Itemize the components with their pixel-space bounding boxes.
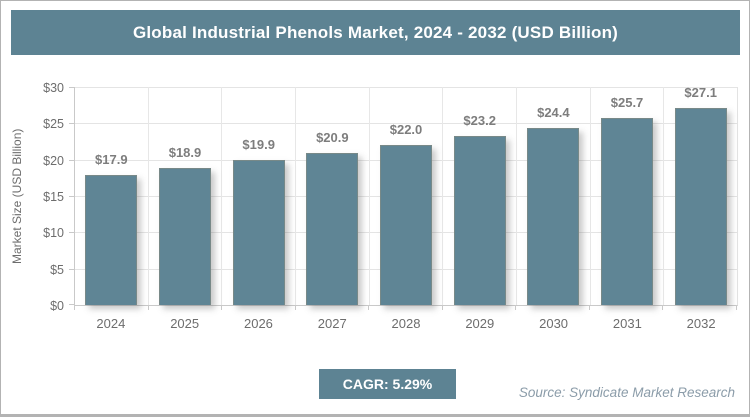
x-tick-mark [147,305,149,310]
columns: $17.9 $18.9 $19.9 $20.9 $22.0 $23.2 $24.4 $25.7… [75,85,737,305]
bar-2024 [85,175,138,305]
x-tick-mark [368,305,370,310]
y-tick-label: $30 [43,81,64,95]
bar-column-2026: $19.9 [222,87,297,305]
bar-2027 [306,153,359,305]
bar-value-label: $22.0 [389,122,423,137]
y-tick-mark [69,268,75,270]
y-tick-mark [69,304,75,305]
bar-column-2028: $22.0 [370,87,444,305]
x-tick-label: 2029 [465,316,495,331]
cagr-badge: CAGR: 5.29% [319,369,456,399]
x-tick-mark [662,305,664,310]
x-tick-label: 2027 [317,316,347,331]
bar-value-label: $24.4 [537,105,570,120]
y-tick-label: $25 [43,117,64,132]
bar-column-2025: $18.9 [149,87,223,305]
y-tick-label: $15 [43,190,64,204]
bar-2028 [380,145,433,305]
x-tick-mark [294,305,296,310]
plot-area: $17.9 $18.9 $19.9 $20.9 $22.0 $23.2 $24.4 $25.7… [43,81,738,313]
bar-2025 [159,168,211,305]
y-tick-label: $5 [50,262,64,277]
x-axis-labels: 2024 2025 2026 2027 2028 2029 2030 2031 2032 [74,316,738,331]
x-tick-mark [588,305,590,310]
y-tick-mark [69,87,75,88]
x-tick-label: 2030 [539,316,569,331]
y-tick-mark [69,159,75,161]
chart-title: Global Industrial Phenols Market, 2024 -… [132,22,619,42]
bar-value-label: $23.2 [463,113,496,128]
y-axis-title: Market Size (USD Billion) [10,128,24,265]
x-tick-label: 2028 [391,316,421,331]
bar-value-label: $19.9 [242,137,275,152]
x-tick-mark [515,305,517,310]
bar-column-2030: $24.4 [517,87,591,305]
x-tick-mark [736,305,737,310]
bar-value-label: $17.9 [95,152,128,167]
x-tick-label: 2031 [612,316,642,331]
x-tick-label: 2026 [243,316,273,331]
source-note: Source: Syndicate Market Research [518,385,735,400]
x-tick-label: 2025 [170,316,200,331]
cagr-label: CAGR: 5.29% [342,376,433,392]
x-tick-label: 2032 [686,316,716,331]
bar-2030 [527,128,580,305]
bar-value-label: $18.9 [168,145,202,160]
x-tick-label: 2024 [96,316,126,331]
bar-2032 [674,108,727,305]
y-tick-mark [69,123,75,125]
y-tick-label: $20 [43,153,64,168]
bar-column-2032: $27.1 [664,85,737,305]
bar-column-2029: $23.2 [443,87,518,305]
chart-title-bar: Global Industrial Phenols Market, 2024 -… [11,10,740,55]
y-tick-mark [69,232,75,234]
bar-2029 [453,136,506,305]
y-gridline [75,123,737,125]
x-tick-mark [441,305,443,310]
bar-2031 [601,118,654,305]
bar-value-label: $27.1 [684,85,717,100]
y-tick-label: $10 [43,226,64,241]
bar-column-2024: $17.9 [75,87,149,305]
y-gridline [75,87,737,88]
y-tick-mark [69,196,75,197]
x-tick-mark [221,305,223,310]
bar-value-label: $20.9 [316,130,349,145]
bar-2026 [232,160,285,305]
bar-column-2031: $25.7 [591,87,665,305]
y-tick-label: $0 [50,299,64,313]
x-tick-mark [74,305,75,310]
bar-column-2027: $20.9 [296,87,370,305]
bar-value-label: $25.7 [610,95,644,110]
